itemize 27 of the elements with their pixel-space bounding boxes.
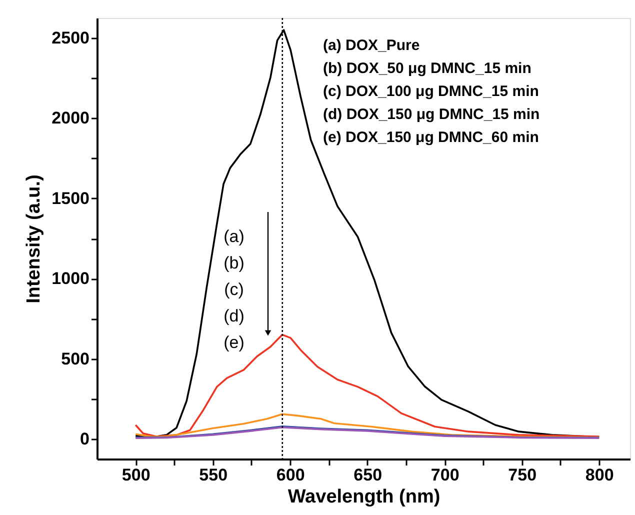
y-tick-label: 500	[61, 349, 90, 368]
y-axis-title: Intensity (a.u.)	[24, 174, 45, 304]
annotation: (e)	[224, 333, 244, 352]
x-tick-label: 600	[276, 466, 305, 484]
y-tick-label: 2500	[52, 28, 90, 48]
x-tick-label: 750	[508, 466, 537, 484]
annotation: (c)	[224, 280, 244, 299]
y-tick-label: 2000	[52, 108, 90, 128]
line-series	[134, 334, 600, 438]
annotation: (b) DOX_50 μg DMNC_15 min	[323, 60, 532, 77]
annotation: (b)	[224, 254, 244, 272]
annotation: (a) DOX_Pure	[323, 37, 420, 54]
x-axis-title: Wavelength (nm)	[288, 486, 440, 508]
y-tick-label: 1000	[52, 269, 90, 288]
x-tick-label: 800	[585, 466, 614, 484]
y-tick-label: 1500	[52, 188, 90, 208]
x-tick-label: 650	[354, 466, 382, 484]
line-series	[134, 413, 600, 438]
annotation: (d) DOX_150 μg DMNC_15 min	[323, 106, 540, 123]
annotation: (d)	[224, 306, 244, 326]
x-tick-label: 550	[199, 466, 228, 484]
annotation: (c) DOX_100 μg DMNC_15 min	[323, 83, 539, 100]
annotation: (e) DOX_150 μg DMNC_60 min	[323, 129, 539, 146]
annotation: (a)	[224, 227, 244, 246]
x-tick-label: 500	[122, 466, 150, 484]
y-tick-label: 0	[80, 429, 90, 448]
x-tick-label: 700	[430, 466, 460, 484]
